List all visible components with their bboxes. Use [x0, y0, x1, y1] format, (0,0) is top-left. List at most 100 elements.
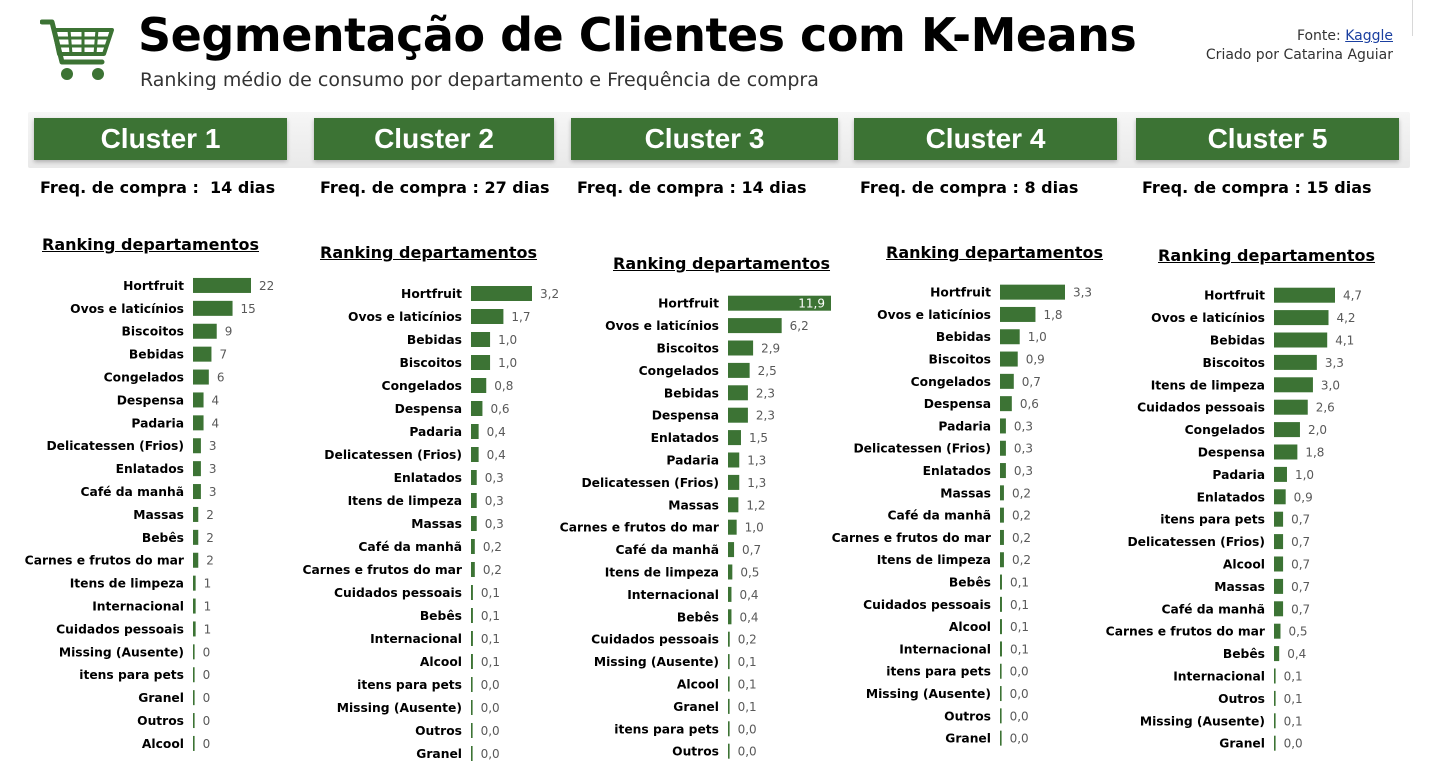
data-label: 0,7: [1022, 375, 1041, 389]
data-label: 1: [204, 577, 212, 591]
bar: [999, 663, 1002, 679]
bar: [192, 484, 201, 500]
bar: [1273, 556, 1284, 572]
data-label: 0,1: [481, 586, 500, 600]
bar: [192, 438, 201, 454]
cluster-4-ranking-title: Ranking departamentos: [886, 243, 1104, 262]
bar: [1273, 691, 1276, 707]
data-label: 1,8: [1043, 308, 1062, 322]
category-label: Congelados: [104, 371, 184, 385]
edge-divider: [1412, 0, 1413, 36]
category-label: Ovos e laticínios: [605, 319, 719, 333]
bar: [1273, 489, 1286, 505]
category-label: Missing (Ausente): [1140, 715, 1265, 729]
data-label: 0,3: [1014, 442, 1033, 456]
data-label: 0,5: [740, 565, 759, 579]
bar: [471, 538, 475, 554]
bar: [471, 446, 479, 462]
data-label: 3: [209, 485, 217, 499]
data-label: 0,1: [738, 677, 757, 691]
data-label: 0,3: [485, 517, 504, 531]
category-label: Internacional: [627, 588, 719, 602]
bar: [999, 306, 1036, 322]
data-label: 0,3: [485, 494, 504, 508]
category-label: Padaria: [409, 425, 462, 439]
category-label: Alcool: [677, 677, 719, 691]
category-label: Itens de limpeza: [1151, 379, 1265, 393]
data-label: 0,0: [1010, 731, 1029, 745]
category-label: Delicatessen (Frios): [46, 439, 184, 453]
category-label: Despensa: [924, 397, 991, 411]
bar: [999, 485, 1004, 501]
bar: [192, 621, 196, 637]
category-label: Outros: [415, 724, 462, 738]
kaggle-link[interactable]: Kaggle: [1345, 28, 1393, 44]
cluster-1-frequency: Freq. de compra : 14 dias: [40, 178, 276, 197]
category-label: itens para pets: [614, 722, 719, 736]
category-label: Ovos e laticínios: [70, 302, 184, 316]
category-label: Granel: [138, 691, 184, 705]
bar: [727, 340, 754, 356]
source-label: Fonte:: [1296, 28, 1341, 44]
category-label: itens para pets: [886, 665, 991, 679]
category-label: Café da manhã: [888, 508, 991, 522]
data-label: 0,2: [1012, 531, 1031, 545]
bar: [1273, 668, 1276, 684]
bar: [192, 644, 195, 660]
shopping-cart-icon: [40, 19, 114, 80]
category-label: Outros: [944, 709, 991, 723]
data-label: 2,3: [756, 386, 775, 400]
category-label: Despensa: [395, 402, 462, 416]
data-label: 0,1: [481, 609, 500, 623]
category-label: Café da manhã: [81, 485, 184, 499]
category-label: Padaria: [938, 419, 991, 433]
data-label: 0,7: [1291, 513, 1310, 527]
category-label: Carnes e frutos do mar: [560, 520, 720, 534]
data-label: 0,1: [1010, 598, 1029, 612]
data-label: 9: [225, 325, 233, 339]
data-label: 1,0: [1295, 468, 1314, 482]
category-label: Massas: [668, 498, 719, 512]
data-label: 0,4: [739, 610, 758, 624]
category-label: Hortfruit: [401, 287, 462, 301]
bar: [1273, 377, 1313, 393]
category-label: Delicatessen (Frios): [581, 476, 719, 490]
bar: [471, 561, 475, 577]
bar: [192, 369, 209, 385]
data-label: 0,1: [1010, 620, 1029, 634]
bar: [471, 354, 491, 370]
data-label: 0,9: [1294, 491, 1313, 505]
data-label: 4,7: [1343, 289, 1362, 303]
category-label: Biscoitos: [929, 352, 991, 366]
data-label: 0,0: [481, 678, 500, 692]
category-label: Delicatessen (Frios): [1127, 535, 1265, 549]
cluster-2-frequency: Freq. de compra : 27 dias: [320, 178, 550, 197]
bar: [471, 699, 473, 715]
data-label: 1,3: [747, 453, 766, 467]
bar: [999, 373, 1014, 389]
cluster-1-ranking-title: Ranking departamentos: [42, 235, 260, 254]
category-label: Café da manhã: [1162, 603, 1265, 617]
cluster-3-header: Cluster 3: [571, 118, 838, 160]
bar: [192, 713, 195, 729]
data-label: 1,5: [749, 431, 768, 445]
bar: [727, 653, 730, 669]
category-label: Cuidados pessoais: [56, 622, 184, 636]
bar: [999, 618, 1002, 634]
bar: [192, 323, 217, 339]
data-label: 1,2: [746, 498, 765, 512]
bar: [999, 708, 1002, 724]
data-label: 2,3: [756, 408, 775, 422]
data-label: 0,6: [490, 402, 509, 416]
cluster-5-ranking-title: Ranking departamentos: [1158, 246, 1376, 265]
data-label: 4,2: [1337, 311, 1356, 325]
data-label: 0,7: [1291, 558, 1310, 572]
category-label: Granel: [1219, 737, 1265, 751]
bar: [1273, 467, 1287, 483]
category-label: Cuidados pessoais: [591, 632, 719, 646]
data-label: 4: [212, 416, 220, 430]
category-label: itens para pets: [1160, 513, 1265, 527]
data-label: 0,7: [1291, 535, 1310, 549]
category-label: Bebês: [949, 575, 991, 589]
data-label: 2: [206, 531, 214, 545]
